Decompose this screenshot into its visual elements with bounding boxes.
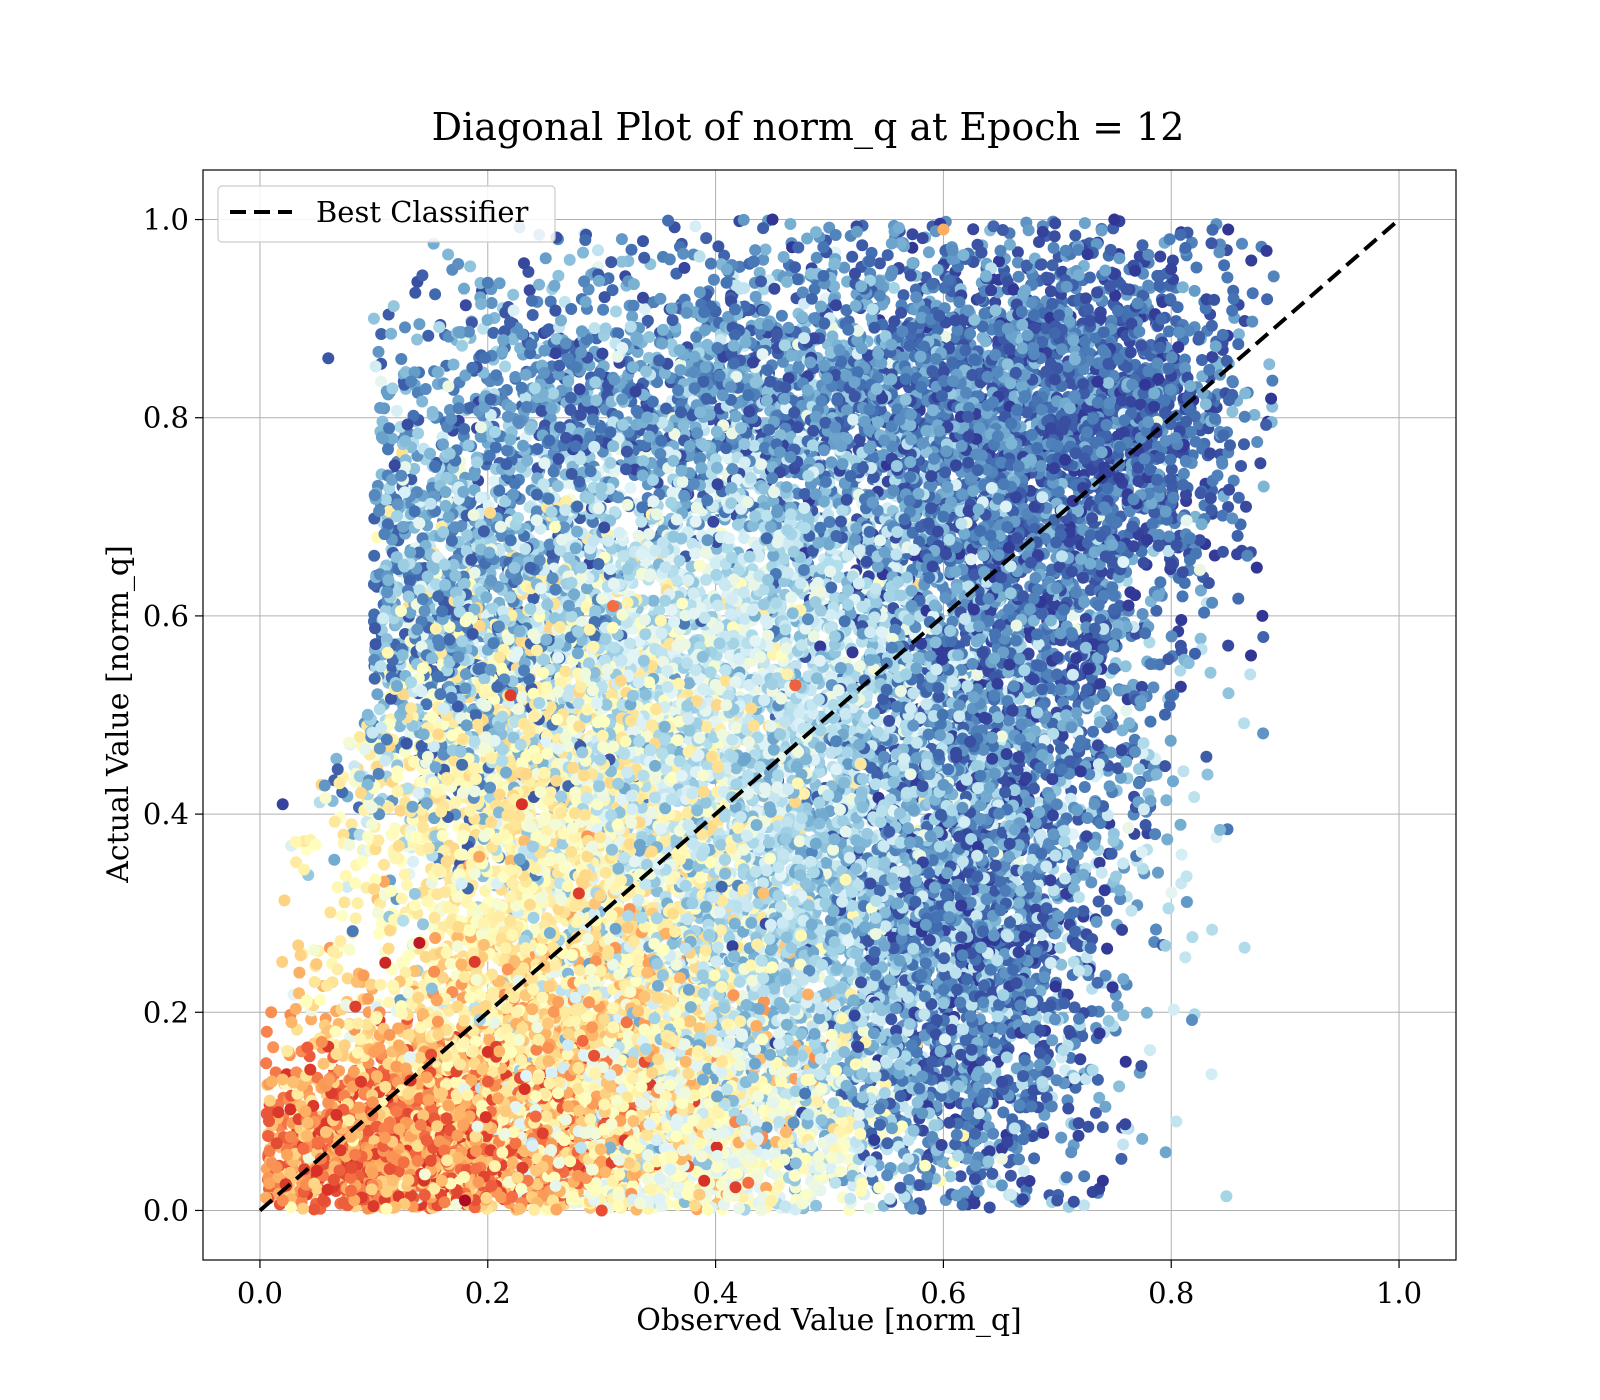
scatter-point (625, 243, 638, 256)
scatter-point (1206, 596, 1219, 609)
scatter-point (1170, 1115, 1183, 1128)
scatter-point (1101, 942, 1114, 955)
scatter-point (759, 243, 772, 256)
scatter-point (1174, 664, 1187, 677)
scatter-point (631, 346, 644, 358)
scatter-point (1152, 866, 1164, 879)
scatter-point (407, 855, 419, 868)
scatter-point (707, 273, 720, 286)
scatter-point (1231, 529, 1244, 542)
scatter-point (1167, 1003, 1180, 1016)
scatter-point (954, 1170, 967, 1183)
scatter-point (411, 333, 424, 346)
scatter-point (1161, 833, 1174, 846)
scatter-point (637, 235, 649, 248)
scatter-point (485, 297, 498, 309)
scatter-points (260, 213, 1280, 1217)
scatter-point (1136, 1132, 1149, 1145)
scatter-point (276, 955, 289, 968)
scatter-point (551, 480, 564, 492)
scatter-point (840, 304, 853, 317)
scatter-point (1234, 518, 1247, 531)
scatter-point (1022, 224, 1035, 237)
scatter-point (597, 303, 610, 316)
scatter-point (1226, 405, 1239, 418)
scatter-point (343, 943, 356, 956)
scatter-point (810, 1199, 823, 1212)
scatter-point (563, 253, 576, 266)
scatter-point (1115, 1152, 1128, 1165)
scatter-point (1174, 680, 1187, 693)
scatter-point (426, 405, 439, 418)
scatter-point (1245, 254, 1258, 267)
scatter-point (1167, 775, 1179, 788)
scatter-point (1162, 902, 1175, 915)
scatter-point (1074, 1053, 1087, 1066)
scatter-point (1257, 480, 1270, 493)
scatter-point (983, 1145, 996, 1158)
scatter-point (1055, 1131, 1068, 1144)
scatter-point (1147, 681, 1160, 694)
scatter-point (1139, 819, 1152, 831)
scatter-point (422, 329, 435, 342)
scatter-point (458, 282, 470, 295)
scatter-point (1176, 590, 1189, 603)
scatter-point (1238, 438, 1250, 451)
scatter-point (1091, 1073, 1104, 1086)
scatter-point (1164, 734, 1177, 747)
scatter-point (610, 305, 622, 318)
scatter-point (1177, 765, 1190, 778)
scatter-point (443, 404, 456, 416)
scatter-point (1194, 632, 1207, 645)
scatter-point (775, 309, 788, 322)
scatter-point (887, 281, 900, 294)
scatter-point (1011, 246, 1024, 259)
scatter-point (330, 752, 343, 765)
scatter-point (801, 232, 814, 245)
scatter-point (627, 299, 640, 312)
scatter-point (527, 592, 540, 605)
scatter-point (897, 289, 910, 302)
scatter-point (1198, 606, 1211, 619)
scatter-point (1159, 760, 1171, 773)
scatter-point (1165, 886, 1178, 899)
chart-title: Diagonal Plot of norm_q at Epoch = 12 (432, 105, 1185, 150)
